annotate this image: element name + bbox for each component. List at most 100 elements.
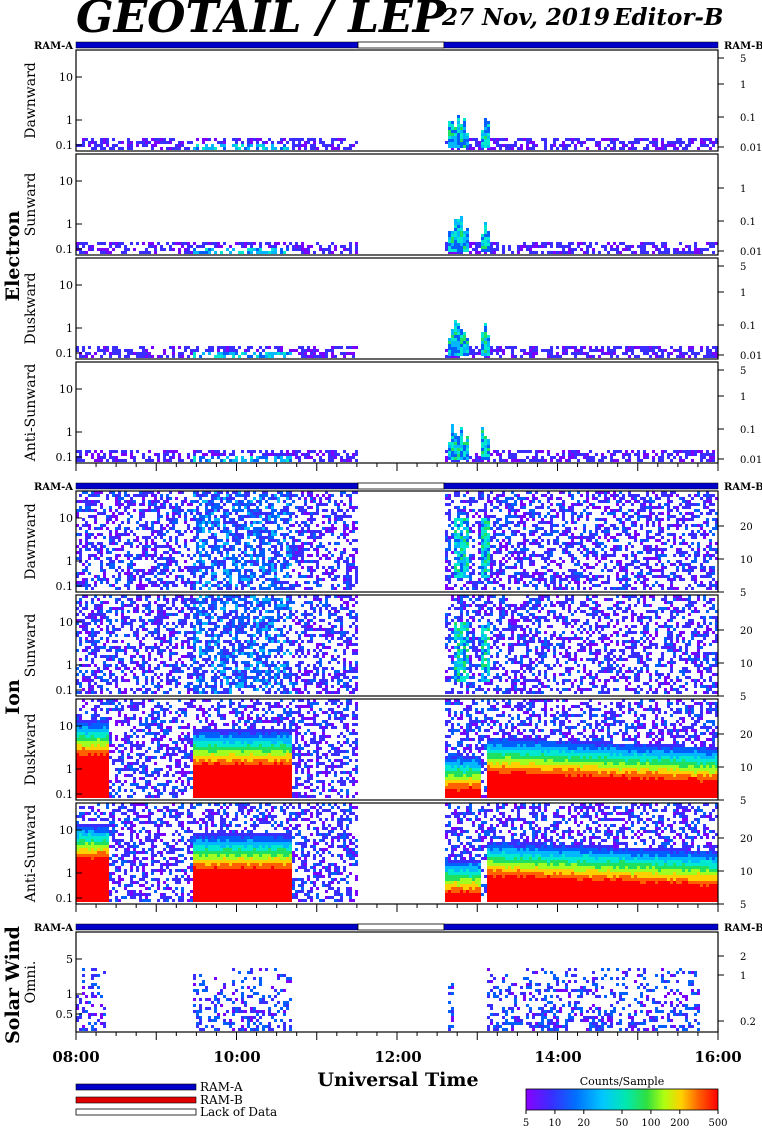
section-label: Electron	[2, 211, 24, 302]
y2-tick-label: 1	[740, 80, 746, 91]
legend-swatch-ram-b	[75, 1096, 197, 1104]
y-tick-label: 0.1	[56, 451, 74, 464]
spectrogram	[76, 803, 718, 902]
colorbar-tick-label: 10	[549, 1118, 562, 1128]
y-tick-label: 1	[66, 218, 73, 231]
lack-of-data-bar	[357, 41, 445, 49]
legend-label-lack: Lack of Data	[200, 1105, 277, 1119]
y2-tick-label: 1	[740, 288, 746, 299]
y2-tick-label: 0.1	[740, 217, 756, 228]
colorbar-ticks: 5 10 20 50 100 200 500	[523, 1110, 728, 1128]
y2-tick-label: 20	[740, 522, 753, 533]
colorbar-tick-label: 50	[616, 1118, 629, 1128]
y2-tick-label: 5	[740, 900, 746, 911]
colorbar-title: Counts/Sample	[580, 1075, 665, 1088]
y2-tick-label: 10	[740, 659, 753, 670]
panel-frame	[75, 594, 719, 697]
lack-of-data-bar	[357, 482, 445, 490]
y2-tick-label: 0.1	[740, 425, 756, 436]
y-tick-label: 10	[59, 512, 73, 525]
y-tick-label: 0.5	[56, 1008, 74, 1021]
spectrogram	[76, 699, 718, 798]
y2-tick-label: 1	[740, 184, 746, 195]
y2-tick-label: 0.01	[740, 247, 762, 258]
spectrogram	[76, 491, 718, 590]
y-tick-label: 10	[59, 71, 73, 84]
date-label: 27 Nov, 2019	[442, 4, 610, 31]
section-label: Ion	[2, 679, 24, 715]
ram-status-bar	[75, 923, 359, 931]
y-tick-label: 10	[59, 175, 73, 188]
ram-a-label: RAM-A	[34, 923, 73, 934]
colorbar-tick-label: 100	[641, 1118, 660, 1128]
panel-frame	[75, 931, 719, 1033]
panel-frame	[75, 698, 719, 801]
y2-tick-label: 5	[740, 262, 746, 273]
y-tick-label: 0.1	[56, 684, 74, 697]
panel-label: Omni.	[23, 961, 39, 1004]
y2-tick-label: 10	[740, 555, 753, 566]
x-tick-label: 14:00	[534, 1048, 581, 1066]
legend-label-ram-b: RAM-B	[200, 1093, 243, 1107]
ram-status-bar	[443, 923, 719, 931]
colorbar-tick-label: 500	[708, 1118, 727, 1128]
ram-status-bar	[75, 482, 359, 490]
y2-tick-label: 0.01	[740, 351, 762, 362]
ram-b-label: RAM-B	[724, 482, 762, 493]
y2-tick-label: 10	[740, 763, 753, 774]
legend-swatch-lack	[75, 1108, 197, 1116]
colorbar-tick-label: 200	[670, 1118, 689, 1128]
y-tick-label: 0.1	[56, 892, 74, 905]
colorbar-tick-label: 20	[577, 1118, 590, 1128]
spectrogram	[76, 320, 718, 358]
y2-tick-label: 5	[740, 54, 746, 65]
y2-tick-label: 5	[740, 588, 746, 599]
y2-tick-label: 1	[740, 971, 746, 982]
y-tick-label: 1	[66, 659, 73, 672]
colorbar-tick-label: 5	[523, 1118, 529, 1128]
ram-b-label: RAM-B	[724, 41, 762, 52]
x-tick-label: 16:00	[694, 1048, 741, 1066]
y2-tick-label: 2	[740, 952, 746, 963]
spectrogram	[76, 424, 715, 462]
panel-label: Duskward	[23, 714, 39, 786]
y-tick-label: 1	[66, 555, 73, 568]
y-tick-label: 10	[59, 824, 73, 837]
panel-label: Dawnward	[23, 62, 39, 139]
ram-a-label: RAM-A	[34, 482, 73, 493]
panel-label: Anti-Sunward	[23, 805, 39, 904]
ram-status-bar	[443, 41, 719, 49]
y2-tick-label: 5	[740, 366, 746, 377]
ram-a-label: RAM-A	[34, 41, 73, 52]
y-tick-label: 1	[66, 322, 73, 335]
panel-label: Sunward	[23, 614, 39, 678]
page-title: GEOTAIL / LEP	[76, 0, 446, 43]
y-tick-label: 1	[66, 114, 73, 127]
y2-tick-label: 10	[740, 867, 753, 878]
colorbar	[525, 1088, 719, 1111]
panel-frame	[75, 361, 719, 464]
axes-layer: RAM-A RAM-B RAM-A RAM-B RAM-A RAM-B Electron Io…	[2, 41, 762, 1044]
y-tick-label: 1	[66, 988, 73, 1001]
panel-frame	[75, 257, 719, 360]
y2-tick-label: 0.2	[740, 1017, 756, 1028]
spectrogram	[76, 968, 700, 1031]
panel-label: Sunward	[23, 173, 39, 237]
panels-layer	[76, 115, 718, 1031]
spectrogram	[76, 115, 718, 150]
legend-label-ram-a: RAM-A	[200, 1080, 243, 1094]
y-tick-label: 1	[66, 867, 73, 880]
y2-tick-label: 0.01	[740, 455, 762, 466]
x-tick-label: 10:00	[213, 1048, 260, 1066]
y2-tick-label: 0.1	[740, 321, 756, 332]
y-tick-label: 0.1	[56, 139, 74, 152]
y-tick-label: 1	[66, 763, 73, 776]
y-tick-label: 5	[66, 953, 73, 966]
y2-tick-label: 1	[740, 392, 746, 403]
y-tick-label: 0.1	[56, 243, 74, 256]
ram-status-bar	[443, 482, 719, 490]
y-tick-label: 10	[59, 616, 73, 629]
y2-tick-label: 5	[740, 692, 746, 703]
y2-tick-label: 0.01	[740, 143, 762, 154]
